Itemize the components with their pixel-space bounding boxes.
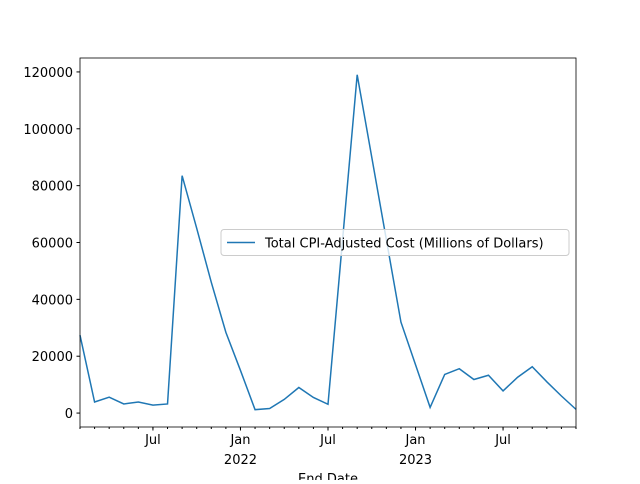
x-tick-year: 2022 — [224, 453, 257, 468]
x-tick-label: Jan — [405, 433, 426, 448]
x-axis-label: End Date — [298, 472, 358, 480]
x-tick-year: 2023 — [399, 453, 432, 468]
y-tick-label: 60000 — [32, 237, 73, 252]
line-series — [79, 74, 577, 411]
y-tick-label: 120000 — [23, 66, 73, 81]
y-tick-label: 40000 — [32, 293, 73, 308]
x-tick-label: Jul — [319, 433, 336, 448]
x-tick-label: Jan — [229, 433, 250, 448]
y-tick-label: 100000 — [23, 123, 73, 138]
x-tick-label: Jul — [494, 433, 511, 448]
plot-frame — [79, 57, 577, 428]
legend-label: Total CPI-Adjusted Cost (Millions of Dol… — [264, 237, 544, 252]
y-tick-label: 80000 — [32, 180, 73, 195]
legend-box — [220, 229, 570, 256]
y-tick-label: 20000 — [32, 350, 73, 365]
y-tick-label: 0 — [65, 407, 73, 422]
x-tick-label: Jul — [144, 433, 161, 448]
